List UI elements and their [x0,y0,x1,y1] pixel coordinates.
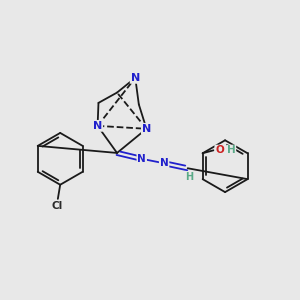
Text: O: O [215,145,224,155]
Text: N: N [131,73,140,83]
Text: Cl: Cl [52,201,63,211]
Text: H: H [227,145,236,155]
Text: N: N [160,158,169,168]
Text: N: N [93,121,102,131]
Text: H: H [185,172,193,182]
Text: N: N [142,124,151,134]
Text: N: N [137,154,146,164]
